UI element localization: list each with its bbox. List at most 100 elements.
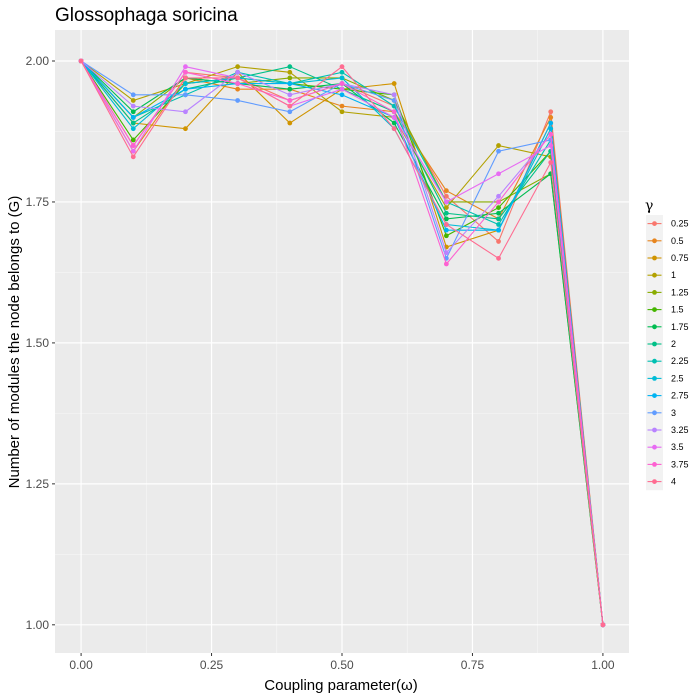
data-point (548, 160, 554, 165)
legend-item: 3 (647, 408, 676, 418)
legend-key-point (652, 324, 657, 330)
data-point (287, 75, 293, 81)
data-point (183, 81, 188, 86)
data-point (496, 216, 501, 222)
legend-key-point (652, 358, 657, 364)
legend-label: 4 (671, 477, 676, 487)
data-point (287, 103, 293, 109)
data-point (443, 188, 449, 194)
y-tick-label: 1.00 (26, 618, 50, 632)
legend-key-point (652, 376, 657, 381)
data-point (391, 126, 397, 132)
data-point (548, 120, 554, 126)
data-point (339, 86, 345, 92)
data-point (443, 210, 449, 216)
data-point (496, 193, 501, 199)
data-point (130, 92, 136, 98)
data-point (78, 58, 84, 64)
data-point (339, 92, 345, 98)
legend-label: 0.5 (671, 236, 684, 246)
grid (55, 30, 629, 653)
data-point (339, 64, 345, 70)
y-axis-title: Number of modules the node belongs to (G… (6, 196, 23, 489)
data-point (235, 86, 241, 92)
data-point (287, 64, 293, 70)
legend-label: 0.25 (671, 219, 689, 229)
data-point (130, 154, 136, 160)
data-point (235, 75, 241, 81)
legend-item: 3.75 (647, 459, 689, 469)
axes: 0.00 0.25 0.50 0.75 1.00 1.00 1.25 1.50 1.75 2.00 (26, 54, 615, 672)
series-layer (78, 58, 606, 628)
legend-key-point (652, 238, 657, 244)
legend-key-point (652, 410, 657, 416)
data-point (496, 171, 501, 177)
data-point (600, 622, 606, 628)
data-point (443, 199, 449, 205)
legend-key-point (652, 341, 657, 347)
y-tick-label: 1.75 (26, 195, 50, 209)
data-point (339, 69, 345, 75)
legend-label: 1 (671, 270, 676, 280)
data-point (391, 81, 397, 86)
data-point (130, 109, 136, 115)
data-point (183, 64, 188, 70)
series-4 (78, 58, 606, 628)
data-point (287, 109, 293, 115)
x-tick-label: 0.25 (200, 658, 224, 672)
legend-key-point (652, 272, 657, 278)
data-point (130, 143, 136, 148)
data-point (443, 222, 449, 227)
data-point (339, 103, 345, 109)
legend-label: 3 (671, 408, 676, 418)
data-point (443, 193, 449, 199)
data-point (548, 114, 554, 120)
data-point (287, 81, 293, 86)
legend-key-background (646, 215, 663, 491)
legend-item: 2 (647, 339, 676, 349)
legend-item: 0.75 (647, 253, 689, 263)
legend-key-point (652, 393, 657, 398)
data-point (496, 199, 501, 205)
legend-key-point (652, 462, 657, 467)
legend-label: 1.5 (671, 305, 684, 315)
data-point (183, 69, 188, 75)
data-point (130, 98, 136, 103)
data-point (443, 216, 449, 222)
data-point (496, 222, 501, 227)
x-axis-title: Coupling parameter(ω) (264, 677, 417, 694)
data-point (130, 114, 136, 120)
data-point (548, 131, 554, 137)
data-point (130, 103, 136, 109)
data-point (443, 261, 449, 267)
y-tick-label: 2.00 (26, 54, 50, 68)
data-point (130, 148, 136, 154)
legend: γ 0.25 0.5 0.75 1 1.25 1.5 1.75 2 2.25 2.5 2.75 3 3.… (645, 198, 689, 491)
data-point (183, 92, 188, 98)
y-tick-label: 1.50 (26, 336, 50, 350)
data-point (183, 126, 188, 132)
data-point (391, 92, 397, 98)
legend-label: 3.25 (671, 425, 689, 435)
legend-key-point (652, 307, 657, 312)
data-point (287, 98, 293, 103)
legend-item: 0.5 (647, 236, 684, 246)
data-point (443, 233, 449, 239)
x-tick-label: 0.75 (461, 658, 485, 672)
legend-item: 1.75 (647, 322, 689, 332)
legend-label: 1.25 (671, 287, 689, 297)
legend-label: 1.75 (671, 322, 689, 332)
data-point (548, 109, 554, 115)
legend-item: 4 (647, 477, 676, 487)
data-point (287, 86, 293, 92)
legend-item: 2.75 (647, 391, 689, 401)
legend-item: 2.5 (647, 373, 684, 383)
data-point (443, 250, 449, 256)
data-point (391, 120, 397, 126)
x-tick-label: 1.00 (591, 658, 615, 672)
x-tick-label: 0.50 (330, 658, 354, 672)
data-point (496, 143, 501, 148)
data-point (443, 205, 449, 210)
data-point (339, 81, 345, 86)
